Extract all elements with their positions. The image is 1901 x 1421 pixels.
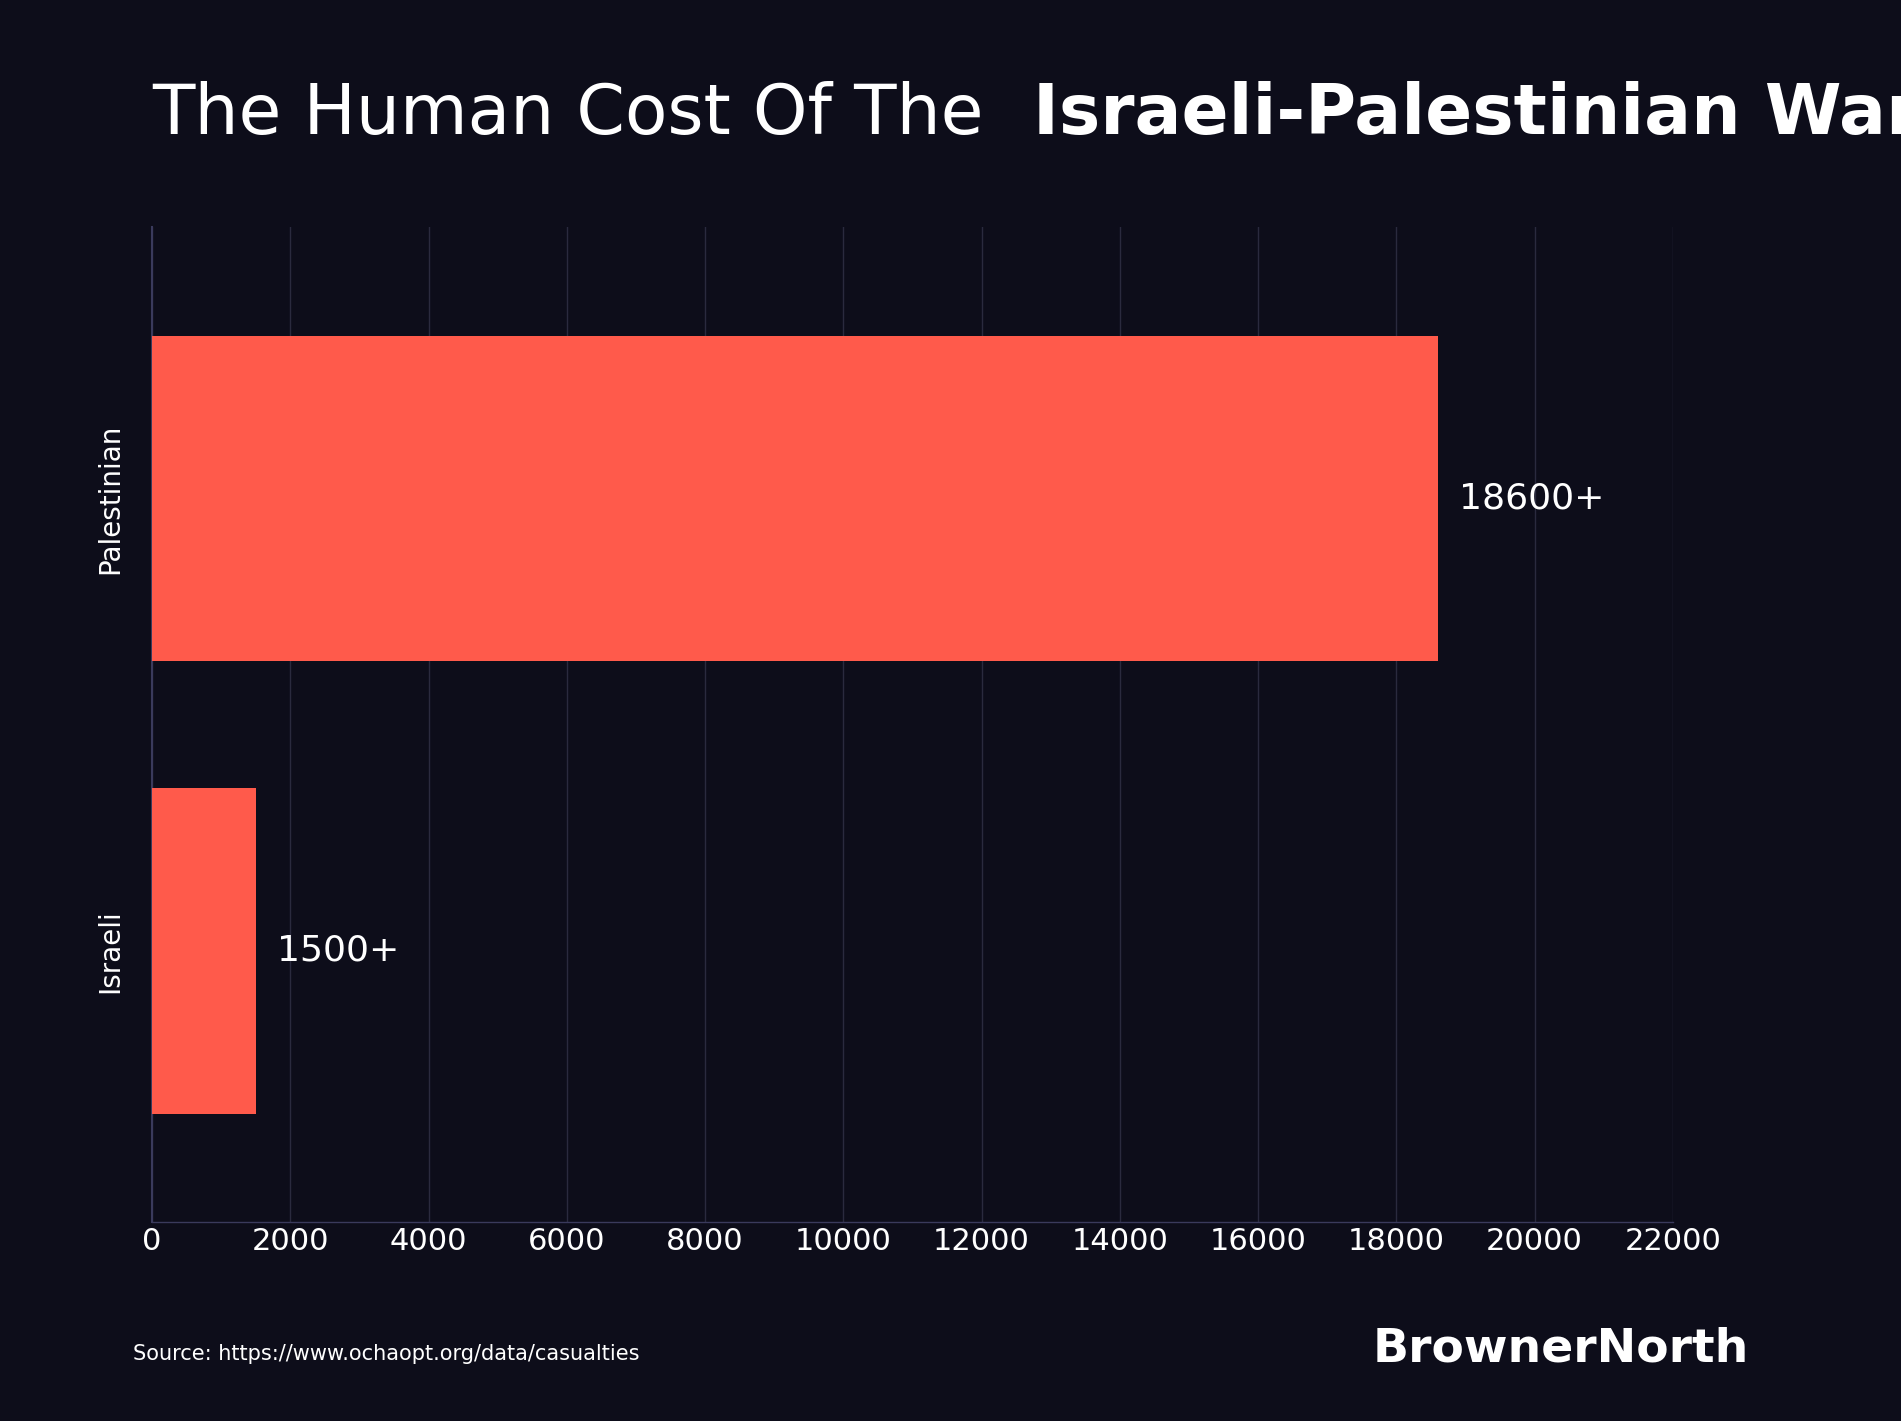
Bar — [152, 789, 257, 1114]
Text: The Human Cost Of The: The Human Cost Of The — [152, 81, 1006, 148]
Bar — [152, 335, 1437, 661]
Text: Israeli-Palestinian War: Israeli-Palestinian War — [1034, 81, 1901, 148]
Text: Source: https://www.ochaopt.org/data/casualties: Source: https://www.ochaopt.org/data/cas… — [133, 1344, 639, 1364]
Text: BrownerNorth: BrownerNorth — [1373, 1326, 1749, 1371]
Text: 18600+: 18600+ — [1458, 482, 1604, 516]
Text: 1500+: 1500+ — [276, 934, 399, 968]
